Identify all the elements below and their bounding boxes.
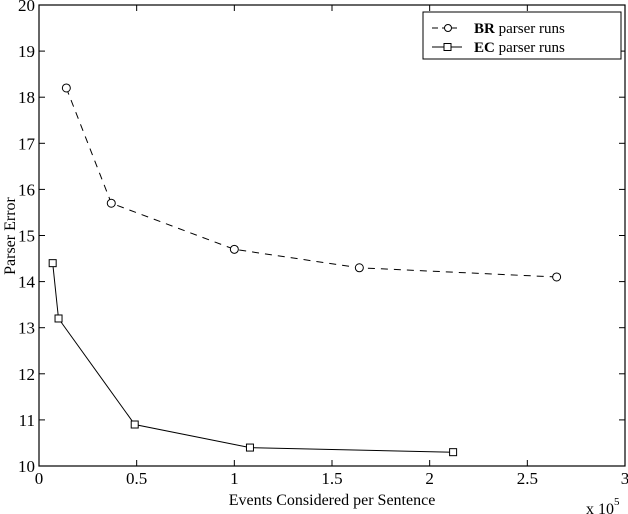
series-ec-parser-runs: [48, 259, 458, 457]
plot-area: [38, 4, 626, 467]
x-tick-label: 1.5: [321, 469, 342, 488]
series-line: [52, 263, 454, 453]
circle-marker-icon: [61, 83, 71, 93]
x-multiplier-label: x 105: [586, 496, 620, 514]
square-marker-icon: [54, 314, 63, 323]
x-tick-label: 1: [230, 469, 239, 488]
y-tick-label: 10: [18, 457, 35, 476]
y-tick-label: 17: [18, 134, 36, 153]
y-tick-label: 16: [18, 180, 35, 199]
svg-text:BR parser runs: BR parser runs: [474, 21, 565, 37]
y-tick-label: 12: [18, 365, 35, 384]
y-axis-label: Parser Error: [2, 196, 19, 274]
y-tick-label: 18: [18, 88, 35, 107]
circle-marker-icon: [444, 24, 452, 32]
square-marker-icon: [130, 420, 139, 429]
x-axis-label: Events Considered per Sentence: [229, 492, 436, 509]
x-tick-label: 2: [425, 469, 434, 488]
y-tick-label: 20: [18, 0, 35, 15]
axes-frame: [38, 4, 626, 467]
square-marker-icon: [443, 43, 452, 51]
axis-ticks: 0 0.5 1 1.5 2 2.5 3 10 11 12 13 14 15 16 17 18 19 20: [18, 0, 628, 488]
legend: BR parser runs EC parser runs: [422, 11, 622, 60]
circle-marker-icon: [354, 263, 364, 273]
circle-marker-icon: [552, 272, 562, 282]
legend-label-ec: parser runs: [495, 40, 565, 56]
x-tick-label: 2.5: [517, 469, 538, 488]
legend-label-br: parser runs: [495, 21, 565, 37]
legend-item-br: BR parser runs: [432, 21, 565, 37]
y-tick-label: 14: [18, 273, 36, 292]
legend-label-ec-bold: EC: [474, 40, 495, 56]
y-tick-label: 19: [18, 42, 35, 61]
y-tick-label: 13: [18, 319, 35, 338]
circle-marker-icon: [106, 198, 116, 208]
square-marker-icon: [245, 443, 254, 452]
svg-text:EC parser runs: EC parser runs: [474, 40, 565, 56]
legend-box: [422, 11, 622, 60]
y-tick-label: 15: [18, 227, 35, 246]
y-tick-label: 11: [19, 411, 35, 430]
legend-item-ec: EC parser runs: [432, 40, 565, 56]
series-br-parser-runs: [61, 83, 562, 282]
square-marker-icon: [449, 448, 458, 457]
x-tick-label: 3: [621, 469, 628, 488]
series-layer: [48, 83, 562, 457]
circle-marker-icon: [229, 244, 239, 254]
x-tick-label: 0: [35, 469, 44, 488]
legend-label-br-bold: BR: [474, 21, 495, 37]
x-tick-label: 0.5: [126, 469, 147, 488]
series-line: [65, 87, 557, 278]
square-marker-icon: [48, 259, 57, 268]
